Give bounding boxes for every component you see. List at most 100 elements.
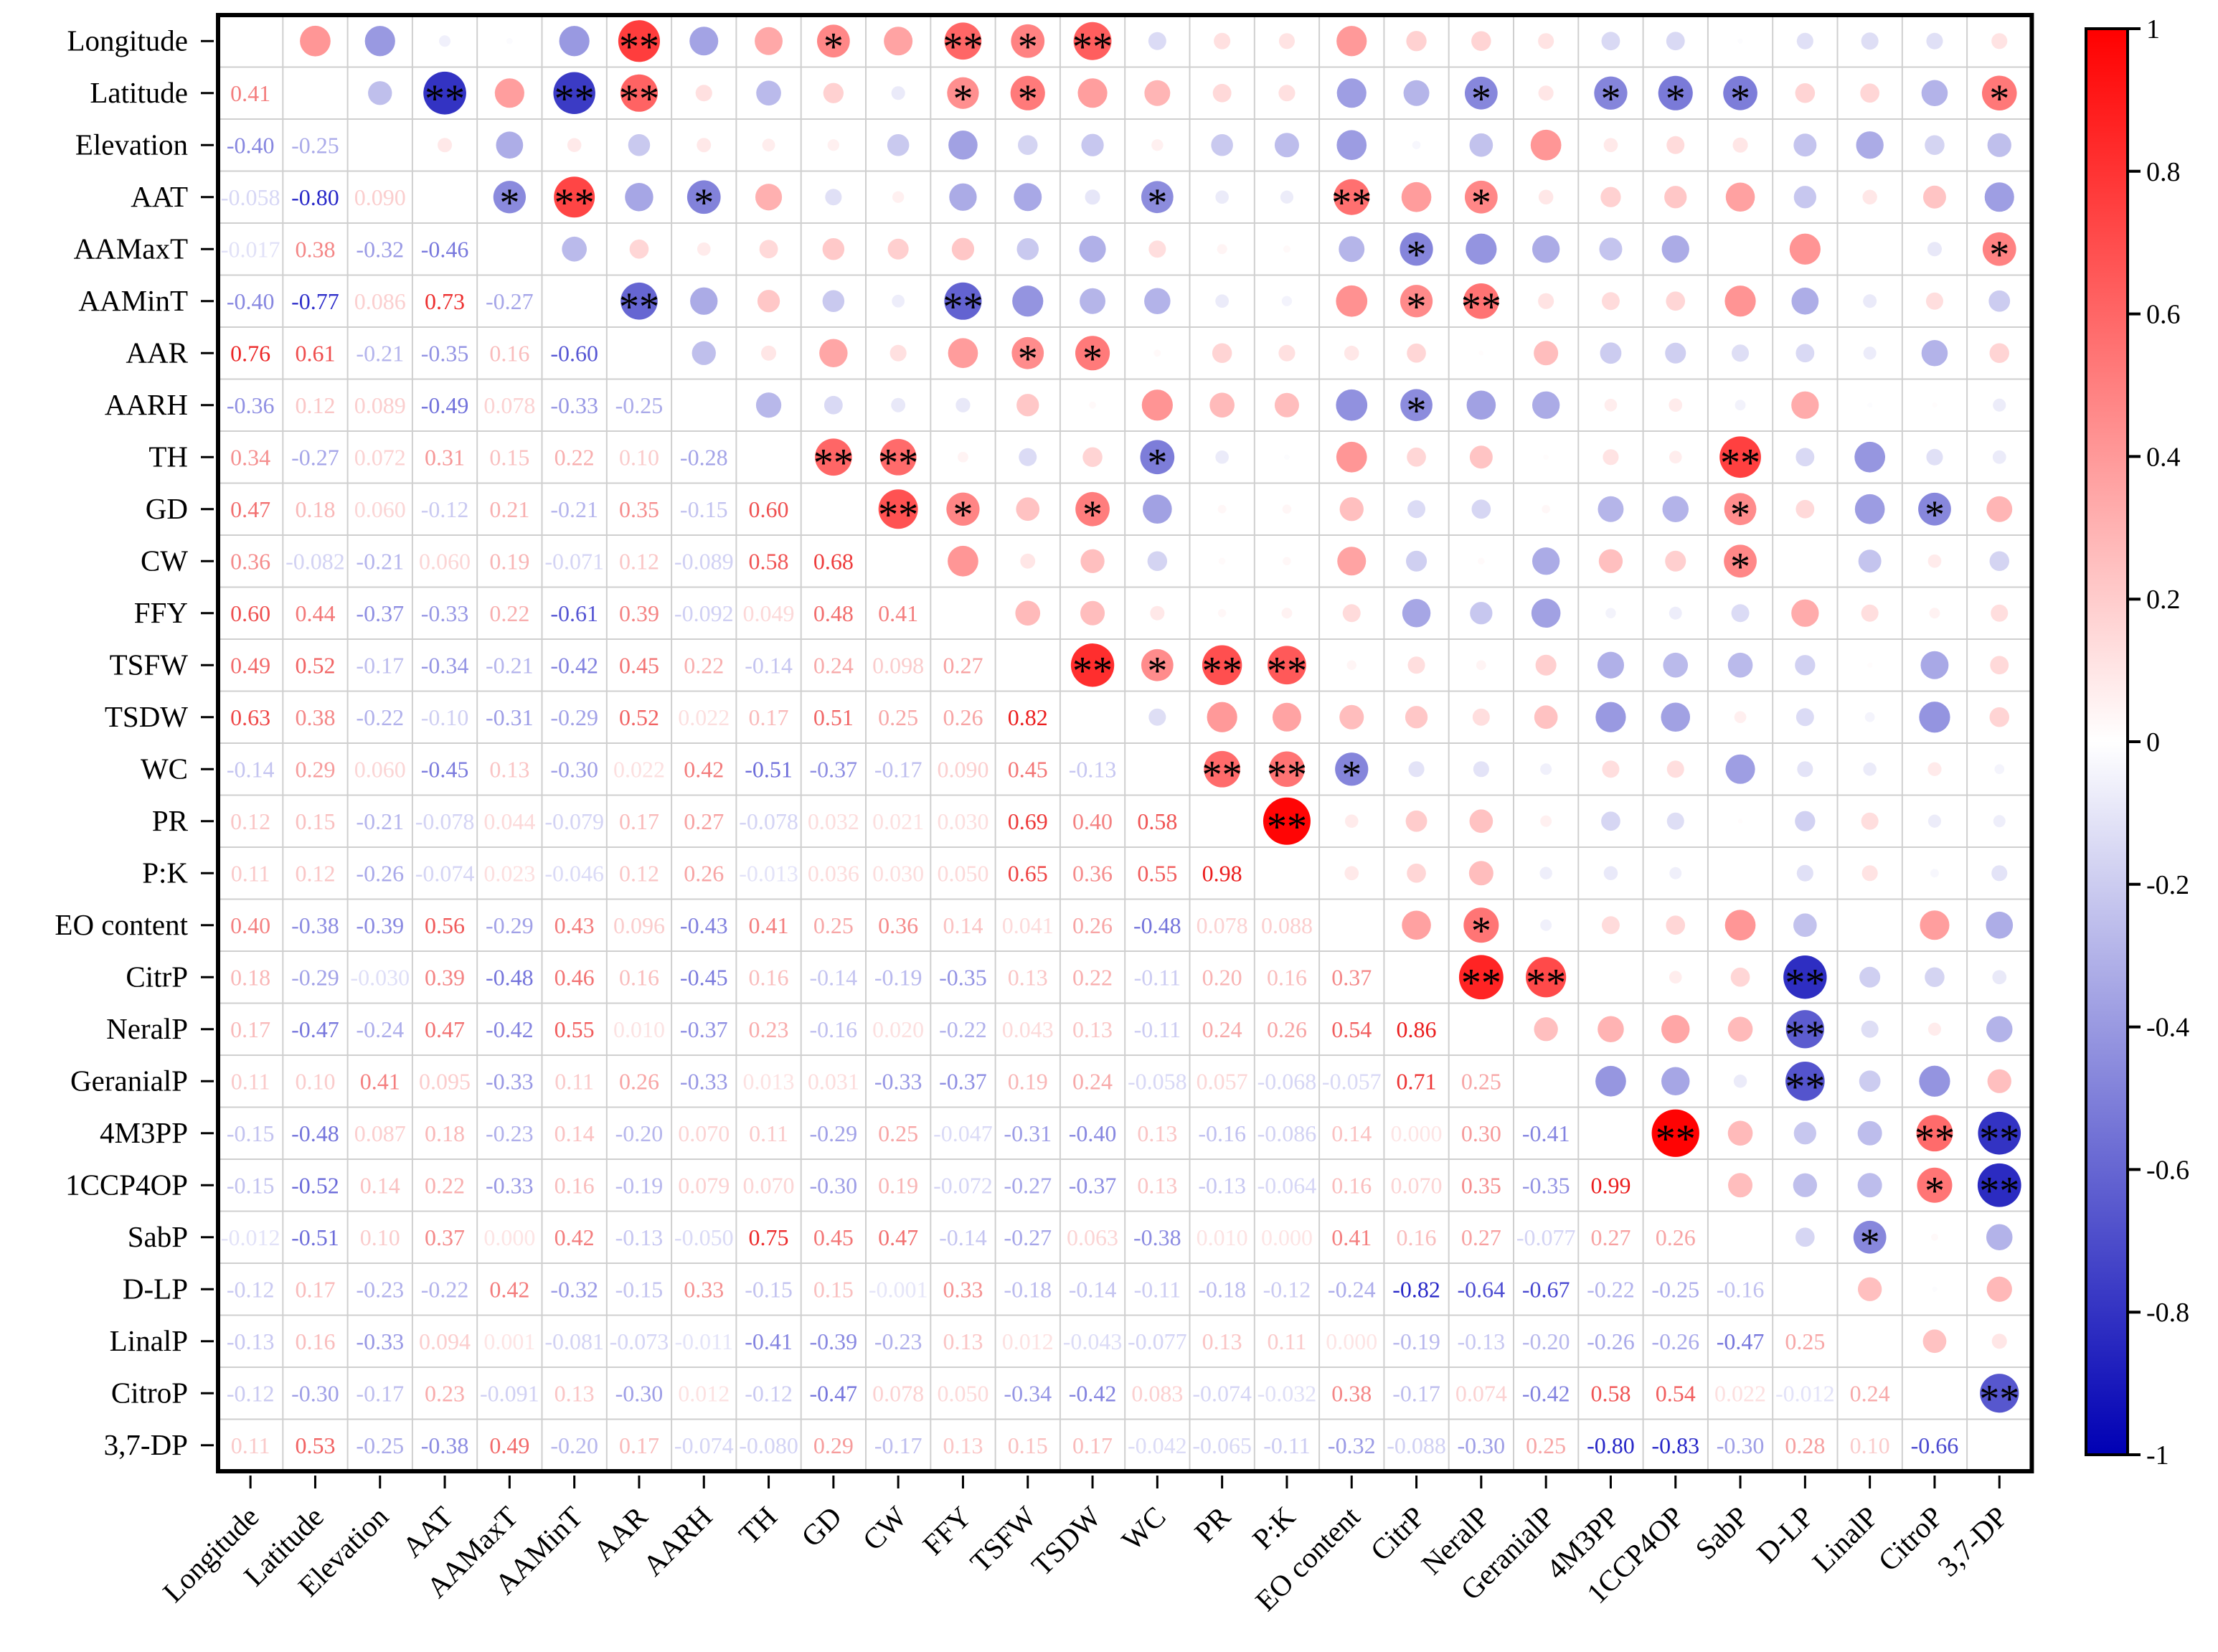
corr-value-17-6: 0.096	[613, 912, 665, 938]
corr-circle-2-4	[496, 131, 524, 159]
corr-circle-7-19	[1466, 390, 1496, 420]
corr-circle-8-12	[1019, 448, 1037, 466]
corr-circle-2-20	[1530, 129, 1562, 161]
corr-circle-1-5	[553, 72, 595, 115]
corr-circle-10-21	[1598, 549, 1623, 573]
corr-circle-0-12	[1011, 24, 1045, 58]
corr-value-26-4: -0.091	[480, 1380, 539, 1406]
corr-value-10-3: 0.060	[419, 548, 471, 574]
corr-circle-24-25	[1857, 1277, 1882, 1301]
corr-circle-3-18	[1401, 181, 1432, 212]
corr-value-13-8: 0.17	[749, 704, 789, 730]
corr-value-24-18: -0.82	[1392, 1276, 1440, 1302]
corr-value-24-6: -0.15	[615, 1276, 664, 1302]
row-label: PR	[152, 804, 189, 837]
significance-mark: *	[953, 77, 973, 121]
corr-circle-13-14	[1148, 708, 1166, 726]
corr-value-25-2: -0.33	[356, 1328, 404, 1354]
corr-circle-21-26	[1916, 1115, 1953, 1152]
corr-value-13-1: 0.38	[295, 704, 335, 730]
corr-circle-19-25	[1861, 1020, 1879, 1038]
corr-circle-9-21	[1598, 496, 1624, 522]
corr-circle-3-17	[1334, 179, 1370, 215]
significance-mark: *	[1471, 181, 1491, 225]
corr-value-27-8: -0.080	[739, 1432, 798, 1458]
corr-circle-17-23	[1724, 910, 1756, 941]
corr-circle-0-21	[1601, 32, 1620, 51]
corr-circle-15-16	[1263, 797, 1311, 845]
significance-mark: **	[1267, 805, 1307, 849]
corr-circle-5-26	[1925, 292, 1943, 310]
corr-value-9-0: 0.47	[230, 496, 270, 522]
corr-circle-14-24	[1797, 761, 1813, 778]
corr-value-14-2: 0.060	[354, 756, 406, 782]
corr-value-23-1: -0.51	[291, 1224, 339, 1250]
corr-value-24-23: -0.16	[1717, 1276, 1765, 1302]
corr-circle-4-13	[1079, 235, 1106, 263]
corr-circle-2-18	[1412, 141, 1421, 150]
corr-value-22-15: -0.13	[1198, 1172, 1246, 1198]
corr-value-25-3: 0.094	[419, 1328, 471, 1354]
corr-value-20-15: 0.057	[1197, 1068, 1248, 1094]
corr-value-11-3: -0.33	[421, 600, 469, 626]
corr-circle-5-15	[1215, 294, 1230, 308]
corr-value-13-10: 0.25	[878, 704, 918, 730]
corr-value-18-9: -0.14	[810, 964, 858, 990]
corr-circle-9-26	[1918, 492, 1951, 526]
corr-value-24-4: 0.42	[489, 1276, 529, 1302]
corr-value-23-6: -0.13	[615, 1224, 664, 1250]
corr-value-3-0: -0.058	[221, 184, 280, 210]
corr-circle-6-16	[1278, 344, 1296, 362]
corr-value-25-4: 0.001	[483, 1328, 535, 1354]
corr-value-18-5: 0.46	[554, 964, 595, 990]
corr-value-16-11: 0.050	[937, 860, 988, 886]
corr-value-25-12: 0.012	[1002, 1328, 1054, 1354]
corr-value-14-3: -0.45	[421, 756, 469, 782]
corr-value-17-4: -0.29	[486, 912, 534, 938]
corr-value-22-11: -0.072	[933, 1172, 993, 1198]
corr-value-25-8: -0.41	[745, 1328, 793, 1354]
corr-circle-1-16	[1278, 85, 1296, 102]
significance-mark: **	[1072, 648, 1113, 693]
column-label: Longitude	[156, 1500, 265, 1609]
corr-value-23-11: -0.14	[939, 1224, 987, 1250]
corr-circle-18-22	[1669, 971, 1682, 984]
corr-value-26-12: -0.34	[1004, 1380, 1052, 1406]
corr-value-26-10: 0.078	[872, 1380, 924, 1406]
significance-mark: *	[1018, 336, 1038, 381]
corr-circle-8-23	[1719, 436, 1761, 478]
corr-value-19-18: 0.86	[1397, 1016, 1437, 1042]
corr-circle-6-8	[761, 345, 777, 361]
corr-circle-24-27	[1986, 1276, 2012, 1302]
corr-circle-17-20	[1540, 919, 1552, 931]
corr-circle-0-11	[944, 22, 982, 60]
row-label: NeralP	[106, 1012, 188, 1045]
corr-value-21-0: -0.15	[227, 1120, 275, 1146]
corr-circle-2-25	[1856, 131, 1884, 159]
corr-value-21-2: 0.087	[354, 1120, 406, 1146]
corr-value-20-11: -0.37	[939, 1068, 987, 1094]
corr-circle-0-8	[755, 27, 783, 55]
column-label: TSDW	[1025, 1500, 1108, 1582]
corr-circle-13-21	[1595, 702, 1626, 732]
corr-circle-18-27	[1992, 970, 2007, 985]
corr-value-18-10: -0.19	[874, 964, 922, 990]
corr-value-19-12: 0.043	[1002, 1016, 1054, 1042]
corr-value-20-9: 0.031	[808, 1068, 859, 1094]
corr-value-11-4: 0.22	[489, 600, 529, 626]
corr-circle-21-24	[1793, 1122, 1816, 1145]
corr-circle-9-23	[1724, 493, 1757, 526]
significance-mark: *	[499, 181, 519, 225]
corr-circle-23-24	[1795, 1227, 1815, 1247]
corr-circle-25-26	[1922, 1329, 1947, 1354]
corr-value-15-9: 0.032	[808, 808, 859, 834]
corr-value-22-6: -0.19	[615, 1172, 664, 1198]
column-label: TH	[732, 1500, 783, 1551]
corr-circle-6-15	[1212, 343, 1232, 363]
corr-circle-9-19	[1471, 499, 1491, 519]
corr-value-25-5: -0.081	[544, 1328, 604, 1354]
corr-value-23-20: -0.077	[1516, 1224, 1576, 1250]
corr-value-27-20: 0.25	[1526, 1432, 1566, 1458]
corr-circle-12-16	[1268, 646, 1306, 685]
